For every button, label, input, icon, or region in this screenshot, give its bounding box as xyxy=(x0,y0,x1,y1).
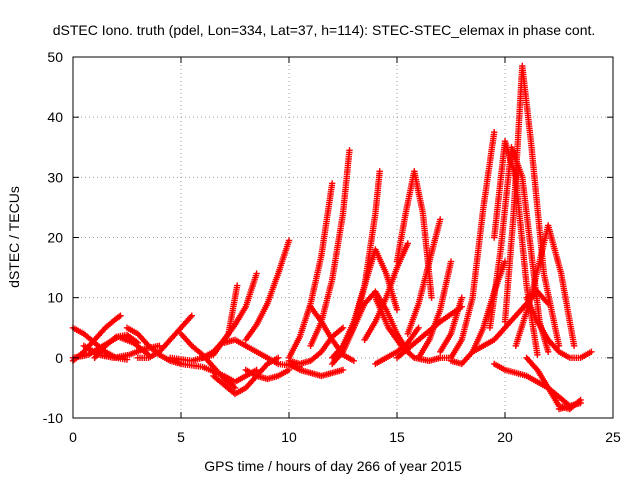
data-series-15 xyxy=(242,366,293,383)
series-markers xyxy=(91,331,141,361)
data-series-8 xyxy=(167,282,241,364)
data-series-23 xyxy=(339,246,401,349)
y-tick-label: 30 xyxy=(47,169,63,185)
data-series-37 xyxy=(512,222,578,349)
axis-ticks xyxy=(72,56,614,419)
data-series-31 xyxy=(393,303,465,361)
y-tick-label: 40 xyxy=(47,109,63,125)
x-tick-label: 15 xyxy=(389,429,405,445)
data-series-40 xyxy=(469,288,552,355)
data-series-7 xyxy=(134,312,195,361)
series-markers xyxy=(555,399,584,413)
data-series-39 xyxy=(523,294,595,361)
series-markers xyxy=(339,246,401,349)
series-markers xyxy=(167,282,241,364)
y-tick-label: 50 xyxy=(47,49,63,65)
series-markers xyxy=(123,324,185,368)
data-series-6 xyxy=(123,324,185,368)
x-tick-label: 5 xyxy=(177,429,185,445)
y-tick-label: 10 xyxy=(47,290,63,306)
x-tick-label: 10 xyxy=(281,429,297,445)
data-series-42 xyxy=(555,399,584,413)
y-tick-label: -10 xyxy=(43,410,63,426)
series-markers xyxy=(491,360,573,410)
series-markers xyxy=(329,168,383,368)
y-tick-labels: -10 0 10 20 30 40 50 xyxy=(43,49,63,426)
x-tick-label: 25 xyxy=(605,429,621,445)
series-markers xyxy=(501,62,563,349)
y-tick-label: 20 xyxy=(47,230,63,246)
series-markers xyxy=(393,303,465,361)
series-markers xyxy=(404,216,444,337)
series-markers xyxy=(469,288,552,355)
data-series-21 xyxy=(329,168,383,368)
x-tick-label: 0 xyxy=(69,429,77,445)
chart-title: dSTEC Iono. truth (pdel, Lon=334, Lat=37… xyxy=(53,22,596,38)
data-series-26 xyxy=(393,168,435,301)
series-markers xyxy=(486,144,552,355)
y-tick-label: 0 xyxy=(55,350,63,366)
series-markers xyxy=(242,366,293,383)
plot-points xyxy=(69,62,595,413)
series-markers xyxy=(437,129,498,361)
x-axis-label: GPS time / hours of day 266 of year 2015 xyxy=(204,458,462,474)
data-series-35 xyxy=(486,144,552,355)
data-series-19 xyxy=(307,147,353,349)
data-series-5 xyxy=(91,331,141,361)
data-series-41 xyxy=(491,360,573,410)
x-tick-labels: 0 5 10 15 20 25 xyxy=(69,429,621,445)
series-markers xyxy=(307,147,353,349)
x-tick-label: 20 xyxy=(497,429,513,445)
series-markers xyxy=(393,168,435,301)
series-markers xyxy=(512,222,578,349)
series-markers xyxy=(242,237,293,343)
data-series-29 xyxy=(415,258,455,361)
series-markers xyxy=(415,258,455,361)
data-series-11 xyxy=(199,270,260,361)
y-axis-label: dSTEC / TECUs xyxy=(6,186,22,288)
series-markers xyxy=(134,312,195,361)
data-series-28 xyxy=(404,216,444,337)
data-series-32 xyxy=(437,129,498,361)
series-markers xyxy=(523,294,595,361)
data-series-36 xyxy=(501,62,563,349)
data-series-14 xyxy=(242,237,293,343)
series-markers xyxy=(199,270,260,361)
